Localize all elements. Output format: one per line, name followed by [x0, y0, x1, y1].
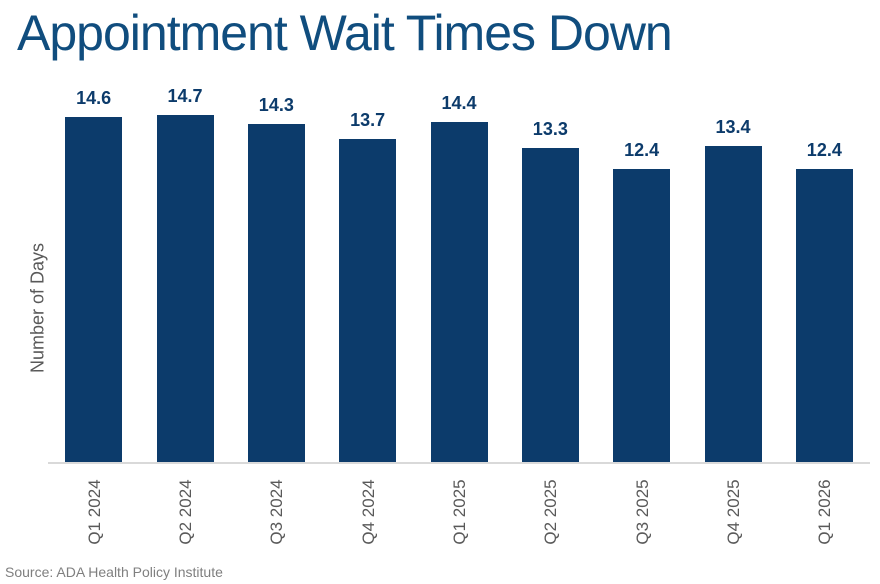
- bar-value-label: 12.4: [806, 140, 842, 160]
- bar-q1-2024: [65, 117, 122, 462]
- bar-q1-2026: [796, 169, 853, 462]
- bar-value-label: 14.6: [76, 88, 112, 108]
- bar-q1-2025: [431, 122, 488, 462]
- bar-q2-2025: [522, 148, 579, 462]
- x-tick-label: Q3 2024: [267, 479, 286, 545]
- bar-value-label: 13.4: [715, 117, 751, 137]
- chart-title: Appointment Wait Times Down: [17, 5, 673, 61]
- x-tick-label: Q1 2024: [85, 479, 104, 545]
- x-tick-label: Q1 2026: [815, 479, 834, 545]
- bar-q3-2025: [613, 169, 670, 462]
- bar-q3-2024: [248, 124, 305, 462]
- bar-value-label: 14.7: [167, 86, 203, 106]
- bar-q4-2025: [705, 146, 762, 462]
- bar-q4-2024: [339, 139, 396, 462]
- bar-value-label: 14.3: [258, 95, 294, 115]
- x-tick-label: Q4 2025: [724, 479, 743, 545]
- x-tick-label: Q1 2025: [450, 479, 469, 545]
- plot-area: 14.6 14.7 14.3 13.7 14.4 13.3 12.4 13.4 12.4: [48, 86, 870, 464]
- bar-value-label: 13.7: [350, 110, 386, 130]
- bar-q2-2024: [157, 115, 214, 462]
- bar-value-label: 13.3: [532, 119, 568, 139]
- x-tick-label: Q2 2024: [176, 479, 195, 545]
- x-tick-label: Q3 2025: [633, 479, 652, 545]
- x-tick-label: Q2 2025: [541, 479, 560, 545]
- bar-value-label: 12.4: [624, 140, 660, 160]
- source-note: Source: ADA Health Policy Institute: [5, 564, 223, 580]
- bar-value-label: 14.4: [441, 93, 477, 113]
- y-axis-title: Number of Days: [27, 242, 48, 374]
- x-tick-label: Q4 2024: [359, 479, 378, 545]
